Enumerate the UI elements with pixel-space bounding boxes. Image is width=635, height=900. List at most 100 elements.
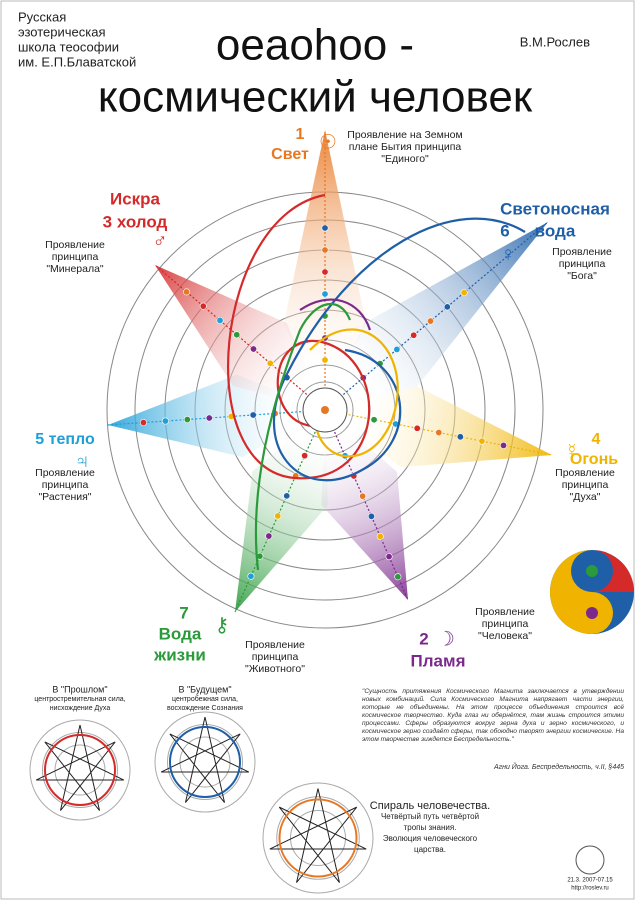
ray-label: 1 — [296, 126, 305, 143]
ray-description: Проявление — [45, 239, 105, 251]
ray-label: 5 тепло — [35, 431, 95, 448]
ray-label: жизни — [153, 645, 206, 664]
spiral-caption: тропы знания. — [404, 823, 457, 832]
bead — [184, 416, 190, 422]
ray-description: принципа — [482, 618, 529, 630]
bead — [267, 360, 273, 366]
ray-symbol: ☽ — [437, 628, 455, 650]
ray-description: Проявление на Земном — [347, 129, 462, 141]
bead — [444, 304, 450, 310]
ray-description: принципа — [252, 651, 299, 663]
school-line: эзотерическая — [18, 24, 106, 39]
ray-label: Вода — [159, 624, 202, 643]
ray-label: Искра — [110, 189, 161, 208]
ray-description: "Духа" — [569, 491, 600, 503]
ray-description: "Животного" — [245, 663, 305, 675]
school-line: Русская — [18, 9, 66, 24]
bead — [266, 533, 272, 539]
bead — [410, 332, 416, 338]
inset-caption: В "Прошлом" — [52, 684, 107, 694]
school-line: школа теософии — [18, 39, 119, 54]
ray-description: "Бога" — [567, 270, 597, 282]
ray-symbol: ☿ — [565, 440, 580, 462]
ray-label: 4 — [592, 431, 601, 448]
bead — [377, 533, 383, 539]
yin-yang-dot — [586, 565, 598, 577]
inset-star — [161, 717, 249, 803]
bead — [371, 417, 377, 423]
title-line: оеаоhoo - — [216, 21, 414, 70]
bead — [234, 332, 240, 338]
bead — [395, 574, 401, 580]
title-line: космический человек — [98, 73, 533, 122]
inset-caption: восхождение Сознания — [167, 705, 243, 712]
ray-label: Свет — [271, 146, 309, 163]
yin-yang-dot — [586, 607, 598, 619]
ray-label: 6 — [500, 221, 509, 240]
bead — [217, 317, 223, 323]
ray-label: 2 — [419, 629, 428, 648]
bead — [183, 289, 189, 295]
ray-label: вода — [535, 221, 576, 240]
bead — [284, 493, 290, 499]
bead — [206, 415, 212, 421]
bead — [200, 303, 206, 309]
author: В.М.Рослев — [520, 34, 590, 49]
ray-description: принципа — [559, 258, 606, 270]
bead — [322, 225, 328, 231]
ray-description: плане Бытия принципа — [349, 141, 462, 153]
ray-symbol: ☉ — [319, 131, 337, 153]
ray-description: принципа — [52, 251, 99, 263]
school-line: им. Е.П.Блаватской — [18, 54, 136, 69]
ray-description: Проявление — [475, 606, 535, 618]
ray-description: "Человека" — [478, 630, 532, 642]
inset-caption: В "Будущем" — [178, 684, 231, 694]
spiral-caption: Спираль человечества. — [370, 800, 490, 812]
bead — [275, 513, 281, 519]
inset-star — [270, 789, 367, 883]
inset-star — [36, 725, 124, 811]
footer: http://roslev.ru — [571, 886, 609, 892]
ray-description: "Растения" — [38, 491, 91, 503]
bead — [427, 318, 433, 324]
inset-circle — [291, 811, 346, 866]
bead — [359, 493, 365, 499]
ray-description: принципа — [562, 479, 609, 491]
bead — [479, 438, 485, 444]
ray-label: 3 холод — [103, 212, 168, 231]
bead — [368, 513, 374, 519]
bead — [322, 269, 328, 275]
inset-circle — [180, 737, 230, 787]
bead — [322, 357, 328, 363]
ray-label: Пламя — [411, 651, 466, 670]
ray-label: Светоносная — [500, 199, 610, 218]
ray-symbol: ⚷ — [215, 614, 230, 636]
bead — [250, 412, 256, 418]
footer: 21.3. 2007-07.15 — [567, 878, 613, 884]
quote-source: Агни Йога. Беспредельность, ч.II, §445 — [362, 764, 624, 771]
bead — [394, 346, 400, 352]
spiral-caption: Четвёртый путь четвёртой — [381, 812, 479, 821]
quote: "Сущность притяжения Космического Магнит… — [362, 688, 624, 744]
ray-symbol: ♂ — [153, 230, 168, 252]
bead — [140, 419, 146, 425]
inset-circle — [43, 733, 118, 808]
ray-description: принципа — [42, 479, 89, 491]
ray-label: 7 — [179, 603, 188, 622]
inset-circle — [277, 797, 360, 880]
spiral-caption: царства. — [414, 845, 446, 854]
bead — [248, 573, 254, 579]
bead — [414, 425, 420, 431]
bead — [386, 553, 392, 559]
inset-caption: центростремительная сила, — [34, 696, 125, 703]
inset-caption: центробежная сила, — [172, 695, 238, 703]
center-dot — [321, 406, 329, 414]
logo — [576, 846, 604, 874]
bead — [322, 247, 328, 253]
inset-caption: нисхождение Духа — [50, 705, 111, 712]
bead — [301, 452, 307, 458]
bead — [461, 289, 467, 295]
ray-description: Проявление — [35, 467, 95, 479]
ray-description: Проявление — [555, 467, 615, 479]
ray-symbol: ♀ — [501, 243, 516, 265]
